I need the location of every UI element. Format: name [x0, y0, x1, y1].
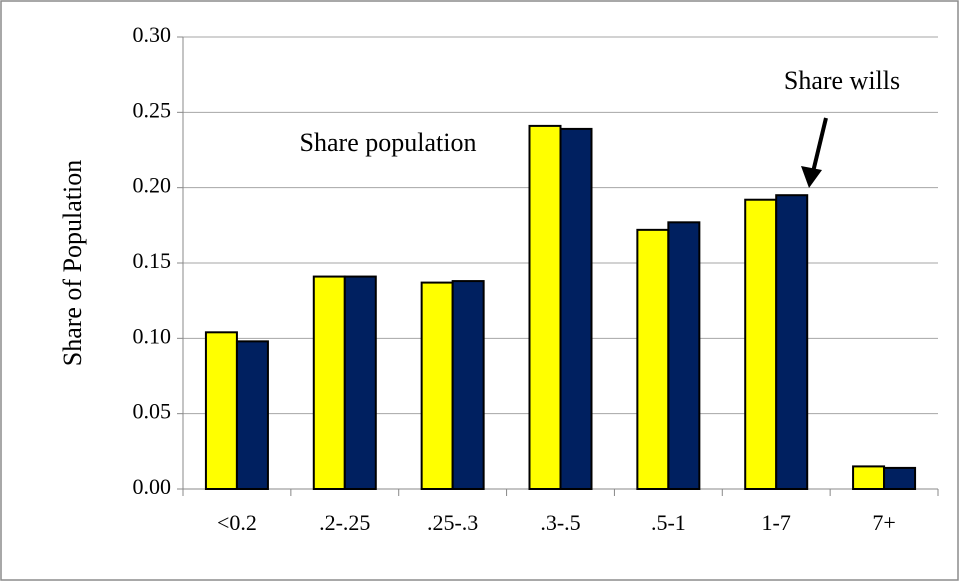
x-tick-label: .3-.5 [540, 510, 580, 535]
y-tick-label: 0.20 [133, 173, 172, 198]
series-annotation: Share wills [784, 66, 900, 95]
x-tick-label: .2-.25 [319, 510, 370, 535]
bar [204, 331, 238, 490]
bar [744, 198, 778, 490]
x-tick-label: 1-7 [762, 510, 791, 535]
bar [528, 124, 562, 490]
bar [235, 340, 269, 491]
bar [667, 221, 701, 490]
y-tick-label: 0.05 [133, 399, 172, 424]
y-tick-label: 0.10 [133, 323, 172, 348]
bar [636, 228, 670, 490]
y-tick-label: 0.00 [133, 474, 172, 499]
bar [451, 280, 485, 490]
bar [559, 127, 593, 490]
x-tick-label: .5-1 [651, 510, 686, 535]
bar [420, 281, 454, 490]
bar [775, 194, 809, 490]
y-tick-label: 0.15 [133, 248, 172, 273]
arrow [801, 117, 828, 188]
bar [312, 275, 346, 490]
y-tick-label: 0.25 [133, 97, 172, 122]
bar [343, 275, 377, 490]
x-tick-label: 7+ [872, 510, 895, 535]
bar [883, 466, 917, 491]
series-annotation: Share population [300, 128, 477, 157]
x-tick-label: .25-.3 [427, 510, 478, 535]
y-axis-title: Share of Population [58, 160, 87, 367]
bar [852, 465, 886, 490]
x-tick-label: <0.2 [217, 510, 257, 535]
y-tick-label: 0.30 [133, 22, 172, 47]
